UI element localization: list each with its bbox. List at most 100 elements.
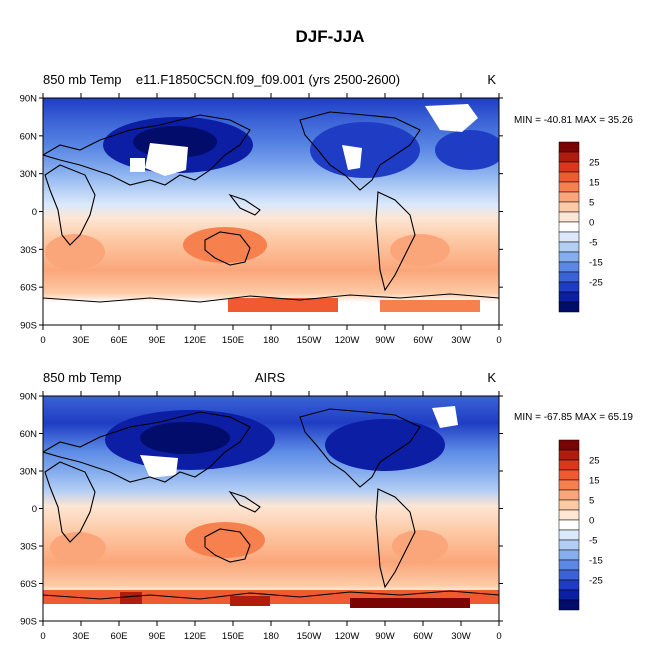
colorbar-box <box>558 509 580 521</box>
colorbar-label: -5 <box>589 536 597 547</box>
colorbar-label: 0 <box>589 516 594 527</box>
lon-tick-label: 120W <box>335 631 360 642</box>
colorbar-box <box>558 569 580 581</box>
colorbar-label: 15 <box>589 178 600 189</box>
lat-tick-label: 60N <box>20 429 38 440</box>
lon-tick-label: 90W <box>375 631 395 642</box>
colorbar-label: -25 <box>589 278 603 289</box>
lat-tick-label: 90N <box>20 392 38 403</box>
lon-tick-label: 60W <box>413 631 433 642</box>
colorbar-box <box>558 201 580 213</box>
colorbar-box <box>558 191 580 203</box>
lon-ticks: 0 30E 60E 90E 120E 150E 180 150W 120W 90W 60W 30W 0 <box>40 93 502 346</box>
colorbar-model: 25 15 5 0 -5 -15 -25 <box>558 141 603 313</box>
panel-units-label: K <box>487 370 496 385</box>
lon-tick-label: 150W <box>297 335 322 346</box>
colorbar-box <box>558 449 580 461</box>
lon-tick-label: 90W <box>375 335 395 346</box>
colorbar-box <box>558 529 580 541</box>
colorbar-box <box>558 151 580 163</box>
lat-tick-label: 90N <box>20 94 38 105</box>
colorbar-box <box>558 479 580 491</box>
lon-tick-label: 60W <box>413 335 433 346</box>
lon-tick-label: 180 <box>263 335 279 346</box>
coastlines <box>43 111 499 303</box>
panel-center-label: e11.F1850C5CN.f09_f09.001 (yrs 2500-2600… <box>136 72 400 87</box>
panel-left-label: 850 mb Temp <box>43 370 122 385</box>
lon-tick-label: 120E <box>184 335 206 346</box>
lon-tick-label: 120E <box>184 631 206 642</box>
colorbar-label: 5 <box>589 496 594 507</box>
colorbar-box <box>558 519 580 531</box>
temperature-field <box>43 98 499 325</box>
lat-tick-label: 30N <box>20 169 38 180</box>
colorbar-box <box>558 539 580 551</box>
colorbar-label: -15 <box>589 556 603 567</box>
lon-ticks: 0 30E 60E 90E 120E 150E 180 150W 120W 90W 60W 30W 0 <box>40 391 502 642</box>
temperature-field <box>43 396 499 621</box>
panel-min-max: MIN = -67.85 MAX = 65.19 <box>514 412 633 423</box>
colorbar-box <box>558 261 580 273</box>
colorbar-box <box>558 181 580 193</box>
colorbar-label: 15 <box>589 476 600 487</box>
coastlines <box>43 408 499 600</box>
colorbar-box <box>558 489 580 501</box>
colorbar-label: -25 <box>589 576 603 587</box>
colorbar-box <box>558 221 580 233</box>
colorbar-box <box>558 301 580 313</box>
colorbar-box <box>558 281 580 293</box>
colorbar-box <box>558 251 580 263</box>
colorbar-airs: 25 15 5 0 -5 -15 -25 <box>558 439 603 611</box>
colorbar-box <box>558 589 580 601</box>
colorbar-box <box>558 439 580 451</box>
lon-tick-label: 150W <box>297 631 322 642</box>
lat-tick-label: 30S <box>20 245 37 256</box>
panel-center-label: AIRS <box>255 370 286 385</box>
colorbar-label: 5 <box>589 198 594 209</box>
colorbar-box <box>558 459 580 471</box>
figure-title: DJF-JJA <box>296 27 365 46</box>
panel-min-max: MIN = -40.81 MAX = 35.26 <box>514 115 633 126</box>
colorbar-box <box>558 469 580 481</box>
colorbar-label: 25 <box>589 158 600 169</box>
colorbar-box <box>558 171 580 183</box>
lat-tick-label: 60N <box>20 131 38 142</box>
colorbar-box <box>558 211 580 223</box>
panel-left-label: 850 mb Temp <box>43 72 122 87</box>
lat-tick-label: 90S <box>20 321 37 332</box>
lat-tick-label: 90S <box>20 617 37 628</box>
lon-tick-label: 0 <box>496 631 501 642</box>
lat-tick-label: 0 <box>32 207 37 218</box>
lat-tick-label: 60S <box>20 283 37 294</box>
colorbar-box <box>558 141 580 153</box>
lat-ticks: 90N 60N 30N 0 30S 60S 90S <box>20 94 503 332</box>
lon-tick-label: 150E <box>222 335 244 346</box>
colorbar-label: 25 <box>589 456 600 467</box>
lon-tick-label: 30E <box>73 335 90 346</box>
colorbar-box <box>558 599 580 611</box>
lat-tick-label: 60S <box>20 579 37 590</box>
colorbar-label: -15 <box>589 258 603 269</box>
lat-ticks: 90N 60N 30N 0 30S 60S 90S <box>20 392 503 628</box>
panel-model: 850 mb Temp e11.F1850C5CN.f09_f09.001 (y… <box>20 72 634 346</box>
lon-tick-label: 30W <box>451 335 471 346</box>
colorbar-box <box>558 499 580 511</box>
lat-tick-label: 30N <box>20 467 38 478</box>
colorbar-box <box>558 241 580 253</box>
colorbar-box <box>558 559 580 571</box>
lon-tick-label: 90E <box>149 335 166 346</box>
panel-airs: 850 mb Temp AIRS K MIN = -67.85 MAX = 65… <box>20 370 634 642</box>
colorbar-box <box>558 271 580 283</box>
panel-units-label: K <box>487 72 496 87</box>
lon-tick-label: 150E <box>222 631 244 642</box>
lon-tick-label: 60E <box>111 335 128 346</box>
lon-tick-label: 0 <box>40 631 45 642</box>
colorbar-label: 0 <box>589 218 594 229</box>
lon-tick-label: 60E <box>111 631 128 642</box>
lon-tick-label: 0 <box>496 335 501 346</box>
colorbar-box <box>558 161 580 173</box>
colorbar-box <box>558 231 580 243</box>
lon-tick-label: 0 <box>40 335 45 346</box>
lat-tick-label: 30S <box>20 542 37 553</box>
